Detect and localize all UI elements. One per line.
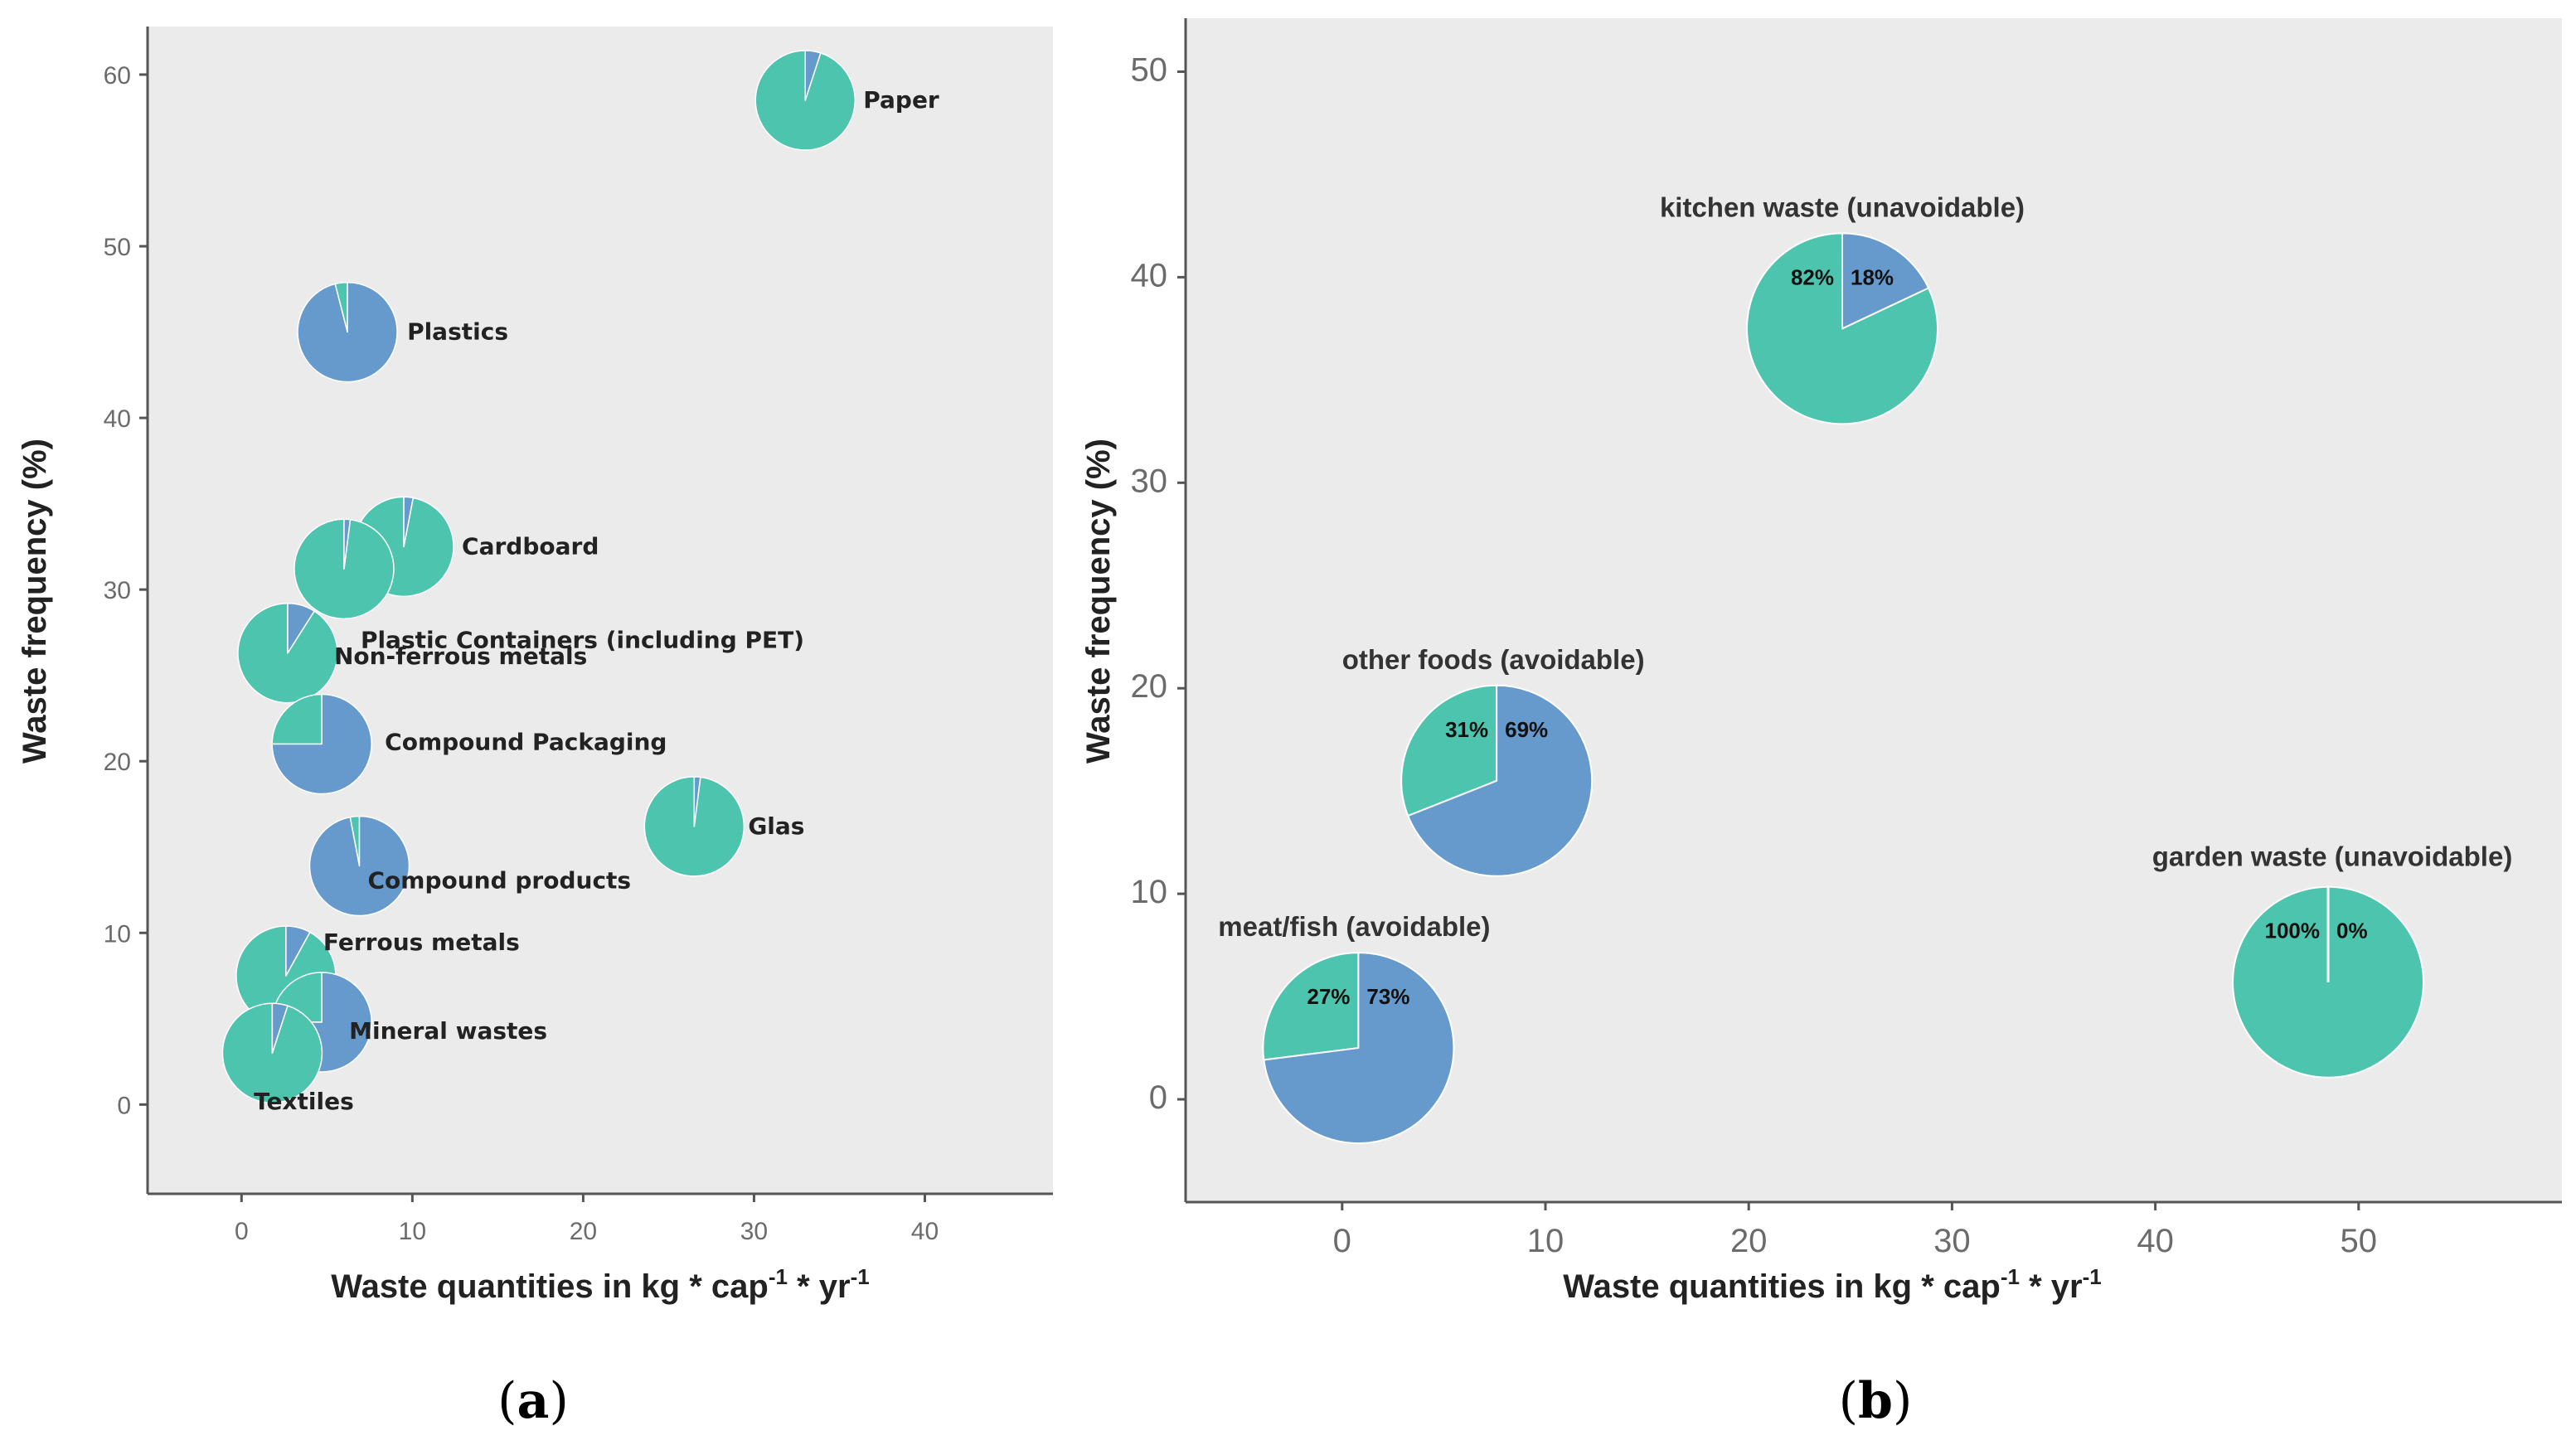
pie-label-other-foods-avoidable: other foods (avoidable) bbox=[1342, 644, 1645, 675]
pie-slice-avoidable bbox=[271, 693, 372, 795]
y-tick-label: 0 bbox=[117, 1092, 131, 1119]
pie-slice-avoidable bbox=[1407, 684, 1594, 877]
pie-label-textiles: Textiles bbox=[254, 1088, 354, 1115]
pie-label-compound-products: Compound products bbox=[367, 867, 631, 895]
panel-b-x-ticks: 0 10 20 30 40 50 bbox=[1333, 1202, 2377, 1259]
y-tick-label: 40 bbox=[104, 405, 131, 433]
x-tick-label: 10 bbox=[1527, 1223, 1565, 1259]
pie-glas bbox=[643, 776, 745, 877]
pie-plastics bbox=[297, 281, 398, 383]
pie-slice-avoidable bbox=[403, 496, 415, 548]
pie-compound-packaging bbox=[271, 693, 372, 795]
panel-b-chart: 0 10 20 30 40 50 0 10 20 30 40 50 18% 82% 69% 31% 73% 2… bbox=[1080, 18, 2562, 1305]
pie-slice-unavoidable bbox=[1400, 684, 1498, 817]
y-tick-label: 10 bbox=[1131, 874, 1168, 910]
pie-slice-avoidable bbox=[1263, 952, 1455, 1145]
pie-meat-fish-avoidable: 73% 27% bbox=[1262, 952, 1455, 1145]
pct-label-avoidable: 73% bbox=[1366, 984, 1409, 1009]
panel-b-x-axis-title: Waste quantities in kg * cap-1 * yr-1 bbox=[1563, 1264, 2101, 1305]
y-tick-label: 30 bbox=[1131, 463, 1168, 499]
panel-b-caption: (b) bbox=[1839, 1372, 1913, 1430]
pie-label-kitchen-waste-unavoidable: kitchen waste (unavoidable) bbox=[1660, 192, 2025, 222]
panel-a-chart: 0 10 20 30 40 50 60 0 10 20 30 40 Paper Plastics Car… bbox=[17, 27, 1053, 1305]
pie-label-plastics: Plastics bbox=[407, 318, 508, 346]
pct-label-unavoidable: 27% bbox=[1307, 984, 1350, 1009]
pie-label-cardboard: Cardboard bbox=[462, 532, 599, 560]
x-tick-label: 40 bbox=[2137, 1223, 2174, 1259]
panel-a-pies bbox=[221, 50, 856, 1103]
pie-slice-unavoidable bbox=[754, 50, 856, 151]
pct-label-unavoidable: 31% bbox=[1445, 717, 1488, 742]
pie-slice-avoidable bbox=[804, 50, 822, 101]
pie-label-mineral-wastes: Mineral wastes bbox=[349, 1017, 547, 1045]
y-tick-label: 50 bbox=[1131, 51, 1168, 88]
x-tick-label: 30 bbox=[1933, 1223, 1971, 1259]
pie-slice-avoidable bbox=[343, 518, 352, 570]
pie-label-plastic-containers-including-pet: Plastic Containers (including PET) bbox=[361, 626, 804, 653]
pct-label-avoidable: 18% bbox=[1851, 264, 1894, 289]
panel-b-y-axis-title: Waste frequency (%) bbox=[1080, 439, 1117, 764]
x-tick-label: 30 bbox=[740, 1218, 768, 1245]
pie-textiles bbox=[221, 1002, 323, 1103]
panel-a-caption: (a) bbox=[497, 1372, 569, 1430]
y-tick-label: 60 bbox=[104, 62, 131, 90]
y-tick-label: 30 bbox=[104, 577, 131, 604]
panel-a-x-axis-title: Waste quantities in kg * cap-1 * yr-1 bbox=[331, 1264, 869, 1305]
pct-label-avoidable: 69% bbox=[1505, 717, 1548, 742]
pie-slice-avoidable bbox=[1841, 232, 1930, 330]
pie-label-meat-fish-avoidable: meat/fish (avoidable) bbox=[1218, 911, 1490, 942]
pie-label-non-ferrous-metals: Non-ferrous metals bbox=[334, 642, 587, 670]
panel-a-x-ticks: 0 10 20 30 40 bbox=[235, 1194, 939, 1245]
x-tick-label: 20 bbox=[570, 1218, 597, 1245]
pct-label-unavoidable: 82% bbox=[1791, 264, 1834, 289]
pie-label-ferrous-metals: Ferrous metals bbox=[323, 929, 520, 956]
panel-b-point-labels: kitchen waste (unavoidable) other foods (… bbox=[1218, 192, 2512, 942]
panel-b-y-ticks: 0 10 20 30 40 50 bbox=[1131, 51, 1186, 1116]
pie-slice-avoidable bbox=[308, 815, 410, 917]
pie-slice-avoidable bbox=[287, 603, 315, 654]
pie-label-glas: Glas bbox=[748, 812, 804, 840]
pie-label-garden-waste-unavoidable: garden waste (unavoidable) bbox=[2152, 841, 2513, 872]
pie-slice-avoidable bbox=[285, 925, 311, 977]
pie-slice-avoidable bbox=[693, 776, 701, 827]
x-tick-label: 0 bbox=[235, 1218, 249, 1245]
y-tick-label: 40 bbox=[1131, 257, 1168, 293]
pct-label-avoidable: 0% bbox=[2336, 919, 2368, 943]
panel-b-pies: 18% 82% 69% 31% 73% 27% 0% 100% bbox=[1262, 232, 2425, 1145]
pie-paper bbox=[754, 50, 856, 151]
pie-slice-unavoidable bbox=[1262, 952, 1360, 1061]
pie-slice-unavoidable bbox=[271, 693, 323, 745]
x-tick-label: 40 bbox=[911, 1218, 939, 1245]
pie-kitchen-waste-unavoidable: 18% 82% bbox=[1746, 232, 1938, 425]
panel-a-point-labels: Paper Plastics Cardboard Plastic Containers… bbox=[254, 86, 939, 1115]
y-tick-label: 20 bbox=[1131, 668, 1168, 705]
panel-a-y-axis-title: Waste frequency (%) bbox=[17, 439, 53, 764]
pie-slice-avoidable bbox=[271, 1002, 289, 1054]
y-tick-label: 50 bbox=[104, 234, 131, 261]
x-tick-label: 10 bbox=[399, 1218, 426, 1245]
pie-non-ferrous-metals bbox=[237, 603, 338, 704]
x-tick-label: 0 bbox=[1333, 1223, 1351, 1259]
y-tick-label: 20 bbox=[104, 749, 131, 776]
pie-label-paper: Paper bbox=[863, 86, 939, 114]
x-tick-label: 20 bbox=[1730, 1223, 1768, 1259]
pie-label-compound-packaging: Compound Packaging bbox=[385, 729, 667, 756]
pie-plastic-containers-including-pet bbox=[293, 518, 395, 619]
panel-a-y-ticks: 0 10 20 30 40 50 60 bbox=[104, 62, 148, 1119]
y-tick-label: 10 bbox=[104, 920, 131, 948]
y-tick-label: 0 bbox=[1149, 1079, 1167, 1116]
x-tick-label: 50 bbox=[2341, 1223, 2378, 1259]
pct-label-unavoidable: 100% bbox=[2265, 919, 2321, 943]
pie-garden-waste-unavoidable: 0% 100% bbox=[2232, 885, 2425, 1079]
pie-slice-avoidable bbox=[297, 281, 398, 383]
pie-compound-products bbox=[308, 815, 410, 917]
pie-other-foods-avoidable: 69% 31% bbox=[1400, 684, 1594, 877]
